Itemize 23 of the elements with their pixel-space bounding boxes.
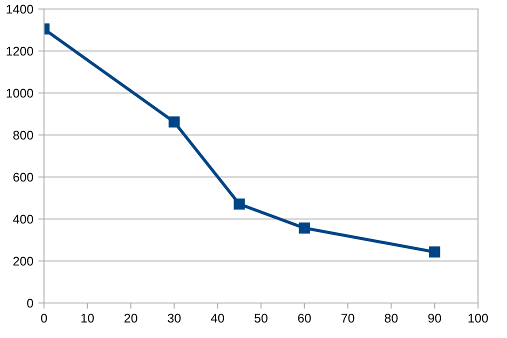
y-tick-label: 1200 — [6, 46, 34, 56]
point — [234, 198, 245, 210]
x-tick-label: 90 — [428, 314, 442, 323]
y-tick-label: 800 — [13, 130, 34, 140]
x-tick-label: 50 — [254, 314, 268, 323]
x-tick-label: 30 — [168, 314, 181, 323]
point — [168, 116, 180, 128]
x-tick-label: 40 — [210, 314, 224, 323]
point — [429, 246, 440, 258]
x-tick-label: 10 — [81, 314, 94, 323]
y-tick-label: 600 — [13, 172, 34, 182]
x-tick-label: 60 — [298, 314, 311, 323]
y-tick-label: 400 — [13, 214, 34, 224]
y-tick-label: 1400 — [6, 4, 34, 14]
y-tick-label: 200 — [13, 256, 34, 266]
x-tick-label: 100 — [468, 314, 488, 323]
y-tick-label: 0 — [27, 298, 34, 308]
x-tick-label: 70 — [341, 314, 354, 323]
x-tick-label: 20 — [124, 314, 138, 323]
point — [298, 222, 310, 234]
y-tick-label: 1000 — [6, 88, 34, 98]
x-tick-label: 80 — [384, 314, 398, 323]
x-tick-label: 0 — [41, 314, 47, 323]
